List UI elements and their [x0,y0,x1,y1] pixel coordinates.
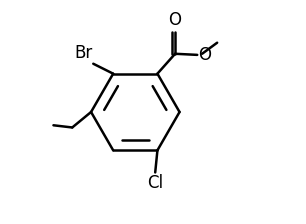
Text: O: O [169,11,182,29]
Text: O: O [198,46,211,64]
Text: Cl: Cl [147,174,163,192]
Text: Br: Br [74,44,92,62]
